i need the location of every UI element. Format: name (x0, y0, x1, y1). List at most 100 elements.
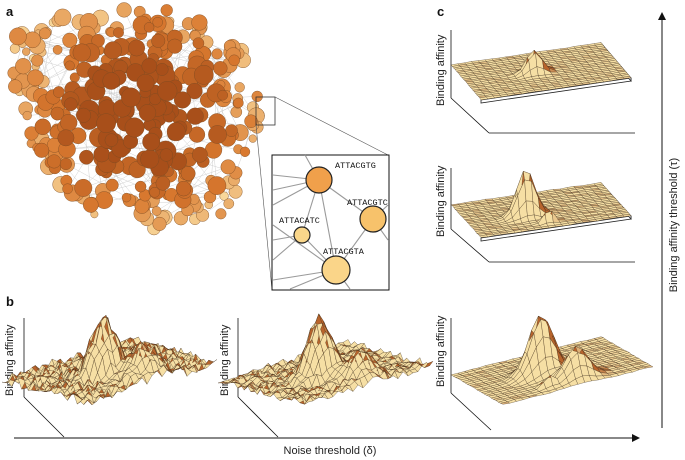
network-node (151, 33, 166, 48)
y-axis-label: Binding affinity threshold (τ) (668, 158, 680, 292)
network-node (124, 117, 145, 138)
inset-node-attacgtg (305, 166, 333, 194)
network-node (34, 118, 51, 136)
inset-node-attacatc (293, 226, 311, 244)
network-node (186, 107, 204, 125)
inset-node-attacgta (321, 255, 351, 285)
surface-b2-ylabel: Binding affinity (219, 324, 231, 396)
network-node (155, 63, 169, 76)
network-graph (7, 2, 265, 236)
panel-c: c Binding affinity Binding affinity Bind… (435, 4, 654, 431)
network-node (207, 176, 227, 195)
network-node (52, 45, 63, 55)
network-node (223, 198, 235, 209)
inset-node-label: ATTACGTA (323, 247, 365, 257)
network-node (50, 106, 65, 121)
network-node (62, 183, 73, 195)
network-node (166, 122, 186, 142)
zoom-box (255, 96, 276, 126)
network-node (142, 132, 161, 151)
network-node (27, 69, 44, 87)
network-node (8, 79, 23, 94)
network-node (104, 41, 122, 60)
network-nodes (7, 2, 265, 236)
surface-facet (622, 76, 632, 79)
x-axis-label: Noise threshold (δ) (284, 445, 377, 457)
network-node (149, 186, 160, 198)
network-node (155, 175, 171, 191)
network-node (74, 178, 93, 197)
network-node (149, 93, 162, 106)
network-node (143, 22, 155, 33)
surface-plot-c2 (450, 171, 632, 242)
network-node (208, 125, 227, 144)
network-node (251, 90, 263, 103)
panel-b: b Binding affinity Binding affinity (1, 294, 434, 438)
inset-edge (318, 179, 337, 271)
zoom-inset: ATTACGTG ATTACGTC ATTACATC ATTACGTA (271, 154, 390, 291)
panel-a: a ATTACGTG ATTACGTC ATTACATC ATTACGTA (6, 2, 390, 291)
network-node (244, 114, 258, 128)
network-node (96, 113, 116, 133)
network-node (219, 191, 229, 201)
network-node (34, 142, 50, 158)
network-node (83, 197, 99, 213)
network-node (191, 146, 208, 163)
network-edge (66, 164, 134, 201)
inset-node-attacgtc (359, 205, 387, 233)
network-node (64, 60, 75, 71)
network-node (22, 110, 32, 121)
network-node (188, 126, 206, 143)
surface-facet (424, 360, 434, 368)
network-node (134, 180, 147, 193)
network-node (191, 14, 208, 31)
network-node (140, 149, 160, 169)
network-node (53, 8, 72, 27)
network-node (215, 208, 227, 220)
network-node (22, 47, 31, 56)
network-node (91, 34, 105, 48)
network-node (39, 27, 51, 40)
inset-node-label: ATTACGTC (347, 198, 388, 208)
zoom-line-bottom (255, 124, 273, 291)
network-node (79, 149, 94, 165)
panel-c-letter: c (437, 4, 444, 19)
network-node (102, 72, 120, 90)
zoom-line-top (274, 96, 389, 156)
surface-facet (643, 365, 654, 369)
network-node (192, 37, 205, 50)
network-node (15, 58, 32, 75)
network-node (121, 87, 141, 108)
network-node (104, 133, 119, 147)
network-node (31, 54, 44, 67)
surface-plot-b2 (217, 313, 434, 405)
inset-nodes: ATTACGTG ATTACGTC ATTACATC ATTACGTA (279, 161, 388, 285)
network-node (193, 65, 214, 85)
surface-facet (208, 359, 218, 364)
network-node (151, 206, 162, 216)
network-node (173, 91, 191, 109)
network-node (225, 124, 238, 137)
network-node (217, 89, 228, 101)
network-node (159, 148, 173, 162)
surface-c2-ylabel: Binding affinity (435, 165, 447, 237)
network-edge (35, 40, 70, 78)
network-node (53, 86, 65, 98)
surface-plot-c1 (450, 41, 632, 104)
network-node (160, 4, 173, 17)
network-node (152, 216, 167, 231)
surface-c1-axes (450, 30, 635, 134)
network-node (186, 82, 203, 100)
panel-a-letter: a (6, 4, 14, 19)
network-node (24, 31, 41, 49)
network-node (75, 107, 91, 123)
network-node (113, 27, 124, 38)
network-node (136, 73, 155, 92)
network-node (239, 146, 251, 157)
network-node (167, 38, 183, 54)
network-node (141, 58, 158, 74)
network-node (9, 43, 20, 54)
network-node (9, 27, 27, 46)
network-node (62, 32, 78, 48)
